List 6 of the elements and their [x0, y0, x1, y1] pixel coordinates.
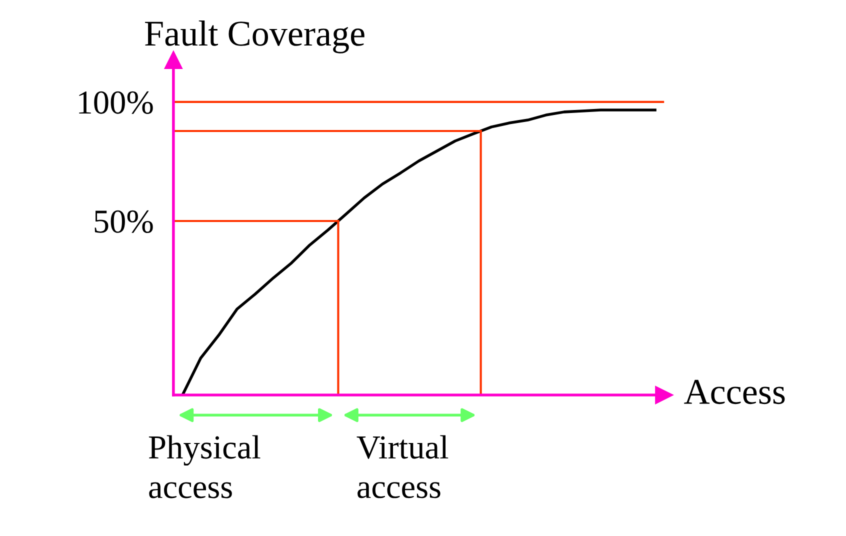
- y-axis-title: Fault Coverage: [145, 20, 364, 54]
- text: Virtual access: [356, 435, 448, 498]
- text: Physical access: [148, 435, 260, 498]
- x-axis-title: Access: [684, 380, 785, 404]
- y-tick-label: 100%: [79, 91, 153, 114]
- y-tick-label: 50%: [94, 210, 153, 233]
